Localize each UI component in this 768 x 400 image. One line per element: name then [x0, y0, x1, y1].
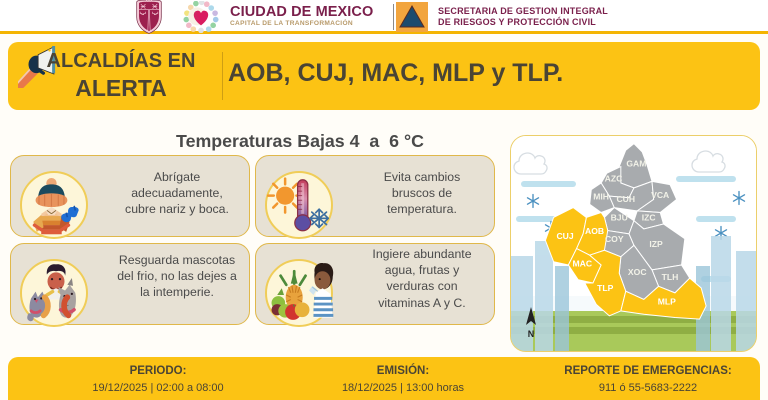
- svg-text:MIH: MIH: [593, 191, 609, 201]
- svg-text:MLP: MLP: [658, 296, 676, 306]
- svg-text:BJU: BJU: [611, 213, 628, 223]
- svg-text:COY: COY: [605, 234, 624, 244]
- svg-text:N: N: [528, 329, 535, 339]
- svg-text:AZC: AZC: [605, 173, 623, 183]
- svg-text:VCA: VCA: [651, 190, 669, 200]
- svg-text:CUH: CUH: [616, 194, 635, 204]
- svg-text:MAC: MAC: [573, 259, 593, 269]
- svg-text:TLP: TLP: [597, 283, 613, 293]
- svg-text:XOC: XOC: [628, 267, 647, 277]
- svg-text:IZP: IZP: [649, 239, 663, 249]
- svg-text:GAM: GAM: [626, 159, 646, 169]
- svg-text:IZC: IZC: [642, 213, 656, 223]
- svg-text:TLH: TLH: [662, 272, 679, 282]
- svg-text:AOB: AOB: [585, 226, 604, 236]
- svg-text:CUJ: CUJ: [556, 231, 573, 241]
